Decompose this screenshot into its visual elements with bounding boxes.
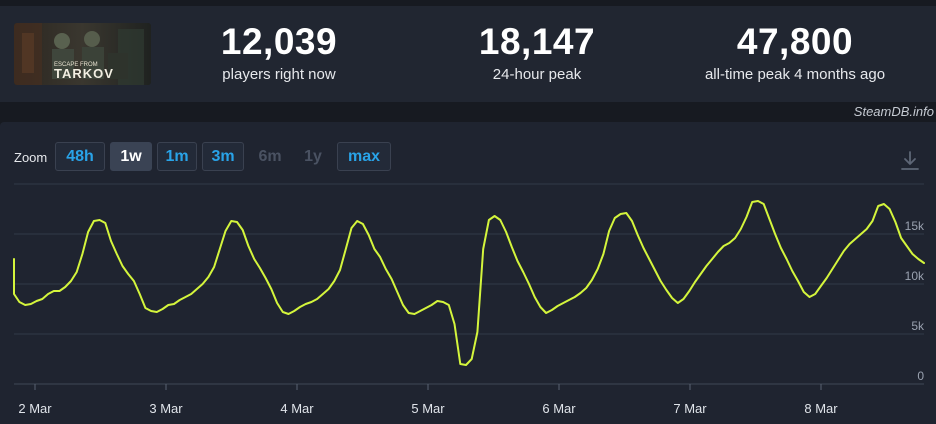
x-tick-label: 5 Mar [411, 401, 445, 416]
current-players-stat: 12,039 players right now [196, 20, 362, 83]
game-thumbnail[interactable]: ESCAPE FROM TARKOV [14, 23, 151, 85]
current-players-value: 12,039 [220, 21, 338, 62]
y-tick-label: 15k [905, 219, 925, 233]
steamdb-credit-link[interactable]: SteamDB.info [853, 104, 934, 119]
peak-24h-stat: 18,147 24-hour peak [454, 20, 620, 83]
zoom-1y-button: 1y [304, 148, 322, 165]
zoom-label: Zoom [14, 150, 48, 165]
x-tick-label: 7 Mar [673, 401, 707, 416]
game-art-title: TARKOV [54, 66, 114, 81]
x-tick-label: 8 Mar [804, 401, 838, 416]
game-art-image: ESCAPE FROM TARKOV [14, 23, 151, 85]
players-series-line [13, 200, 925, 366]
zoom-max-button[interactable]: max [337, 142, 391, 171]
game-art-caption: ESCAPE FROM [54, 62, 98, 68]
y-tick-label: 5k [911, 319, 925, 333]
x-tick-label: 3 Mar [149, 401, 183, 416]
player-count-chart: 0 5k 10k 15k 2 Mar 3 Mar 4 Mar 5 Mar 6 Mar 7 Mar… [13, 183, 925, 416]
zoom-48h-button[interactable]: 48h [55, 142, 105, 171]
zoom-6m-button: 6m [258, 148, 282, 165]
zoom-3m-button[interactable]: 3m [202, 142, 244, 171]
all-time-peak-value: 47,800 [736, 21, 854, 62]
peak-24h-label: 24-hour peak [492, 66, 582, 83]
x-tick-label: 2 Mar [18, 401, 52, 416]
x-tick-label: 4 Mar [280, 401, 314, 416]
zoom-1w-button[interactable]: 1w [110, 142, 152, 171]
all-time-peak-label: all-time peak 4 months ago [704, 66, 886, 83]
y-tick-label: 0 [917, 369, 924, 383]
zoom-1m-button[interactable]: 1m [157, 142, 197, 171]
y-tick-label: 10k [905, 269, 925, 283]
current-players-label: players right now [222, 66, 336, 83]
chart-panel [0, 122, 936, 424]
stats-header: ESCAPE FROM TARKOV 12,039 players right … [0, 6, 936, 102]
peak-24h-value: 18,147 [478, 21, 596, 62]
x-tick-label: 6 Mar [542, 401, 576, 416]
download-icon[interactable] [900, 150, 920, 172]
all-time-peak-stat: 47,800 all-time peak 4 months ago [690, 20, 900, 83]
